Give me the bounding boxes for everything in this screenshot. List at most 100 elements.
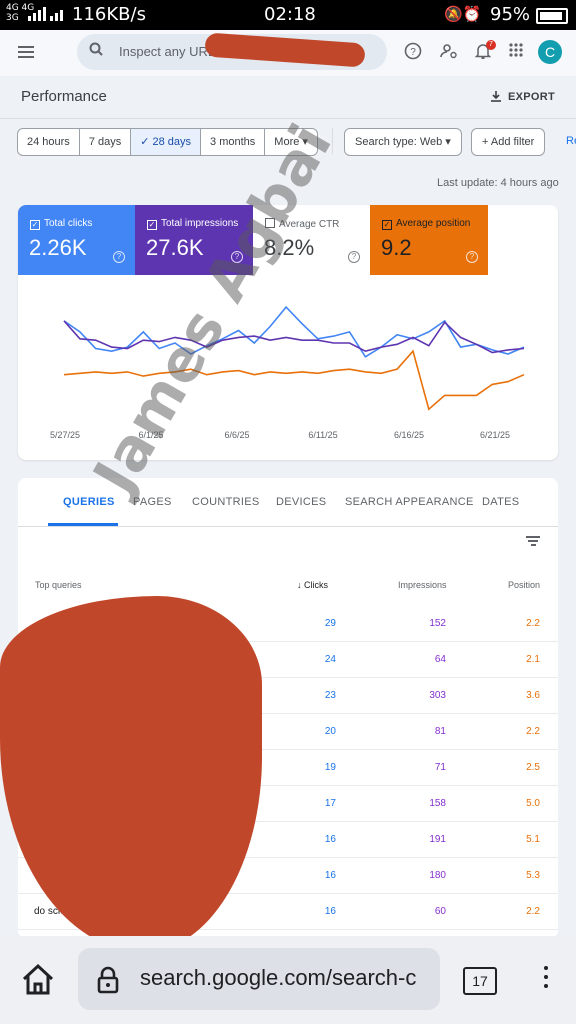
clicks-cell: 17	[324, 798, 336, 809]
clicks-cell: 23	[324, 690, 336, 701]
help-icon[interactable]: ?	[348, 251, 360, 263]
notification-badge: 7	[486, 40, 496, 50]
column-header-clicks[interactable]: ↓ Clicks	[297, 580, 329, 590]
add-filter-button[interactable]: + Add filter	[471, 128, 546, 156]
dimension-tabs: QUERIES PAGES COUNTRIES DEVICES SEARCH A…	[18, 478, 558, 527]
date-range-more[interactable]: More ▾	[274, 136, 308, 148]
series-line-1	[63, 320, 525, 354]
tab-countries[interactable]: COUNTRIES	[192, 496, 260, 508]
table-row[interactable]: do science 16 60 2.2	[18, 893, 558, 930]
x-tick-label: 6/1/25	[138, 430, 163, 440]
query-cell: do science	[34, 906, 82, 917]
address-bar[interactable]: search.google.com/search-c	[78, 948, 440, 1010]
x-tick-label: 6/16/25	[394, 430, 424, 440]
home-icon[interactable]	[20, 962, 56, 998]
filter-rows-icon[interactable]	[526, 536, 540, 548]
settings-user-icon[interactable]	[438, 42, 460, 64]
battery-icon	[536, 8, 568, 24]
x-tick-label: 5/27/25	[50, 430, 80, 440]
metric-label: Average position	[396, 218, 471, 229]
table-row[interactable]: 16 180 5.3	[18, 857, 558, 894]
notifications-icon[interactable]	[472, 42, 494, 64]
date-range-28d[interactable]: ✓ 28 days	[131, 129, 202, 155]
help-icon[interactable]: ?	[466, 251, 478, 263]
metric-total-impressions[interactable]: ✓ Total impressions 27.6K ?	[135, 205, 253, 275]
divider	[332, 128, 333, 154]
column-header-query: Top queries	[35, 580, 82, 590]
x-tick-label: 6/21/25	[480, 430, 510, 440]
metric-value: 2.26K	[29, 235, 87, 260]
last-update: Last update: 4 hours ago	[437, 177, 559, 189]
table-row[interactable]: 17 158 5.0	[18, 785, 558, 822]
series-line-2	[63, 349, 525, 411]
performance-chart-card: ✓ Total clicks 2.26K ? ✓ Total impressions…	[18, 205, 558, 460]
date-range-3m[interactable]: 3 months	[201, 129, 266, 155]
clicks-cell: 19	[324, 762, 336, 773]
search-icon	[89, 42, 103, 61]
impressions-cell: 64	[434, 654, 446, 665]
metric-value: 9.2	[381, 235, 412, 260]
tab-devices[interactable]: DEVICES	[276, 496, 327, 508]
battery-percent: 95%	[490, 4, 531, 25]
clicks-cell: 29	[324, 618, 336, 629]
url-text: search.google.com/search-c	[140, 965, 417, 990]
clicks-cell: 16	[324, 834, 336, 845]
impressions-cell: 158	[429, 798, 446, 809]
metric-label: Total clicks	[44, 218, 93, 229]
table-row[interactable]: 19 71 2.5	[18, 749, 558, 786]
date-range-selector: 24 hours 7 days ✓ 28 days 3 months More …	[17, 128, 318, 156]
sort-arrow-icon: ↓	[297, 580, 305, 590]
column-header-position[interactable]: Position	[508, 580, 541, 590]
status-bar: 4G 4G 3G 116KB/s 02:18 🔕⏰ 95%	[0, 0, 576, 30]
help-icon[interactable]: ?	[113, 251, 125, 263]
more-options-icon[interactable]	[544, 966, 550, 993]
tab-switcher-button[interactable]: 17	[463, 967, 497, 995]
apps-grid-icon[interactable]	[505, 42, 527, 64]
date-range-7d[interactable]: 7 days	[80, 129, 132, 155]
network-indicator: 4G 4G 3G	[6, 3, 35, 23]
menu-icon[interactable]	[18, 46, 34, 58]
tab-pages[interactable]: PAGES	[133, 496, 172, 508]
metric-total-clicks[interactable]: ✓ Total clicks 2.26K ?	[18, 205, 135, 275]
clicks-cell: 20	[324, 726, 336, 737]
reset-button[interactable]: Re	[566, 135, 576, 147]
divider	[0, 118, 576, 119]
table-row[interactable]: 20 81 2.2	[18, 713, 558, 750]
position-cell: 3.6	[526, 690, 540, 701]
impressions-cell: 71	[434, 762, 446, 773]
position-cell: 2.2	[526, 618, 540, 629]
svg-text:?: ?	[410, 47, 416, 58]
clicks-cell: 24	[324, 654, 336, 665]
metric-average-ctr[interactable]: Average CTR 8.2% ?	[253, 205, 370, 275]
date-range-24h[interactable]: 24 hours	[18, 129, 80, 155]
signal-icon	[28, 6, 68, 25]
tab-search-appearance[interactable]: SEARCH APPEARANCE	[345, 496, 474, 508]
export-label: EXPORT	[508, 91, 556, 103]
table-row[interactable]: 23 303 3.6	[18, 677, 558, 714]
metric-label: Total impressions	[161, 218, 239, 229]
x-tick-label: 6/11/25	[308, 430, 337, 440]
download-icon	[491, 91, 501, 102]
position-cell: 5.3	[526, 870, 540, 881]
help-icon[interactable]: ?	[402, 42, 424, 64]
position-cell: 2.2	[526, 726, 540, 737]
position-cell: 2.5	[526, 762, 540, 773]
search-type-dropdown[interactable]: Search type: Web ▾	[344, 128, 462, 156]
column-header-impressions[interactable]: Impressions	[398, 580, 447, 590]
performance-line-chart: 5/27/25 6/1/25 6/6/25 6/11/25 6/16/25 6/21/25	[50, 305, 525, 440]
clock: 02:18	[264, 4, 316, 25]
avatar[interactable]: C	[538, 40, 562, 64]
impressions-cell: 81	[434, 726, 446, 737]
tab-dates[interactable]: DATES	[482, 496, 520, 508]
redaction-mark	[0, 596, 262, 952]
table-row[interactable]: 16 191 5.1	[18, 821, 558, 858]
page-header: Performance EXPORT	[0, 78, 576, 118]
metric-value: 8.2%	[264, 235, 315, 260]
impressions-cell: 152	[429, 618, 446, 629]
help-icon[interactable]: ?	[231, 251, 243, 263]
table-row[interactable]: 29 152 2.2	[18, 605, 558, 642]
tab-queries[interactable]: QUERIES	[63, 496, 115, 508]
export-button[interactable]: EXPORT	[490, 90, 555, 103]
metric-average-position[interactable]: ✓ Average position 9.2 ?	[370, 205, 488, 275]
metric-value: 27.6K	[146, 235, 204, 260]
